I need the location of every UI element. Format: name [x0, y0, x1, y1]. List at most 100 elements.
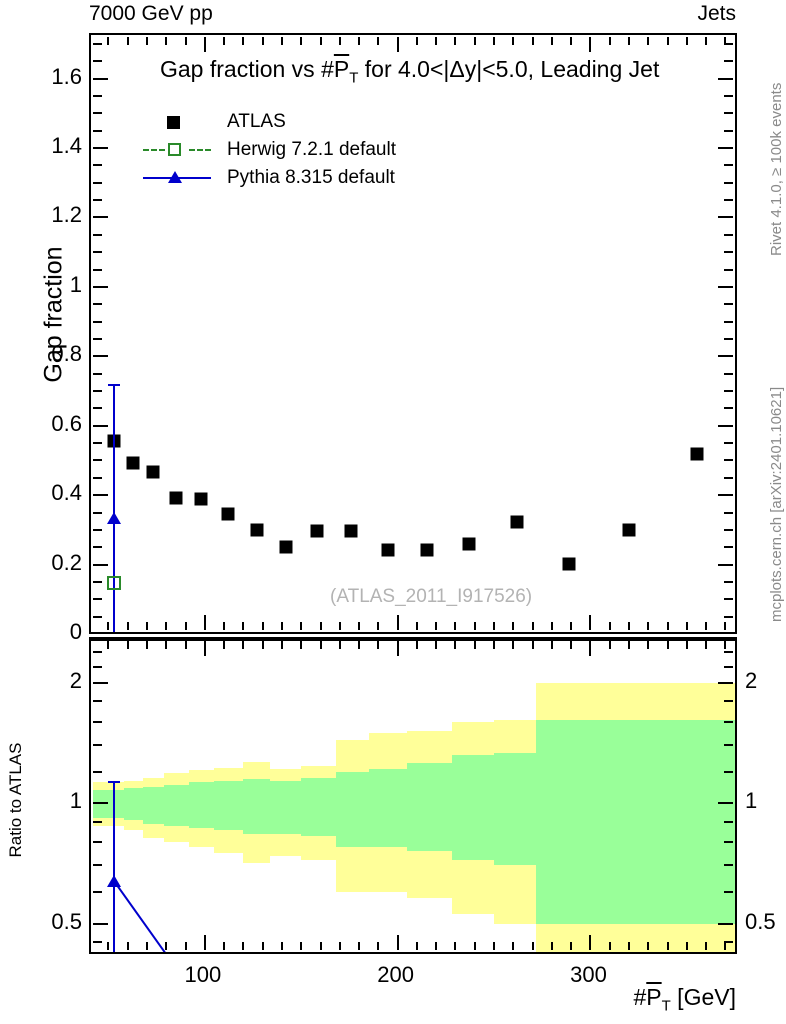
y-tick-minor [93, 199, 102, 202]
y-tick-minor [93, 129, 102, 132]
legend-label-herwig: Herwig 7.2.1 default [227, 139, 396, 160]
y-tick-major [93, 355, 108, 358]
ratio-plot-panel [89, 637, 737, 954]
data-point-pythia [107, 511, 122, 524]
ratio-x-tick-minor [261, 942, 264, 950]
ratio-reference-line [91, 639, 735, 641]
legend-item-herwig[interactable]: Herwig 7.2.1 default [143, 136, 396, 164]
y-tick-minor [724, 459, 733, 462]
ratio-y-tick-label: 0.5 [51, 908, 82, 934]
ratio-x-tick-minor [435, 641, 438, 649]
y-tick-minor [93, 268, 102, 271]
data-point-atlas [126, 456, 140, 470]
ratio-x-tick-minor [165, 641, 168, 649]
ratio-x-tick-minor [435, 942, 438, 950]
ratio-x-tick-minor [493, 641, 496, 649]
x-tick-minor [666, 622, 669, 630]
y-tick-minor [93, 112, 102, 115]
x-tick-major [396, 615, 399, 630]
ratio-x-tick-minor [415, 942, 418, 950]
y-tick-minor [93, 60, 102, 63]
y-tick-major [93, 285, 108, 288]
uncertainty-band-inner [590, 719, 668, 924]
x-tick-minor [184, 622, 187, 630]
ratio-x-tick-minor [184, 942, 187, 950]
ratio-x-tick-minor [531, 641, 534, 649]
data-point-atlas [250, 523, 264, 537]
x-tick-minor [165, 37, 168, 45]
rivet-version-annotation: Rivet 4.1.0, ≥ 100k events [768, 82, 785, 256]
main-plot-area [91, 35, 735, 632]
plot-title-pbar: P [333, 56, 350, 82]
y-tick-major [718, 424, 733, 427]
ratio-x-tick-minor [184, 641, 187, 649]
ratio-plot-area [91, 639, 735, 952]
ratio-x-tick-minor [145, 942, 148, 950]
ratio-y-tick-minor [93, 744, 102, 747]
ratio-x-tick-minor [280, 641, 283, 649]
y-tick-minor [724, 251, 733, 254]
ratio-x-tick-minor [223, 942, 226, 950]
data-point-atlas [562, 557, 576, 571]
legend-item-pythia[interactable]: Pythia 8.315 default [143, 164, 396, 192]
y-tick-minor [93, 42, 102, 45]
x-tick-major [203, 37, 206, 52]
x-tick-minor [570, 37, 573, 45]
x-tick-minor [628, 622, 631, 630]
y-tick-minor [724, 199, 733, 202]
y-tick-minor [93, 164, 102, 167]
header-category-label: Jets [697, 2, 736, 25]
x-tick-minor [454, 37, 457, 45]
x-tick-minor [435, 622, 438, 630]
ratio-x-tick-minor [628, 942, 631, 950]
ratio-y-tick-minor [724, 700, 733, 703]
ratio-x-tick-minor [300, 942, 303, 950]
dashed-line-icon [143, 149, 165, 153]
y-tick-minor [93, 476, 102, 479]
x-tick-minor [666, 37, 669, 45]
plot-title: Gap fraction vs #PT for 4.0<|Δy|<5.0, Le… [160, 56, 659, 87]
y-tick-minor [724, 407, 733, 410]
y-tick-minor [93, 251, 102, 254]
ratio-x-tick-major [203, 935, 206, 950]
ratio-x-tick-minor [512, 641, 515, 649]
legend-item-atlas[interactable]: ATLAS [143, 108, 396, 136]
filled-square-icon [167, 116, 180, 129]
y-tick-major [93, 424, 108, 427]
ratio-x-tick-major [396, 935, 399, 950]
ratio-x-tick-minor [512, 942, 515, 950]
x-tick-minor [126, 622, 129, 630]
x-axis-title: #PT [GeV] [633, 984, 736, 1015]
data-point-atlas [194, 492, 208, 506]
ratio-y-tick-minor [93, 665, 102, 668]
y-tick-minor [724, 164, 733, 167]
ratio-y-tick-minor [724, 720, 733, 723]
ratio-y-tick-minor [724, 665, 733, 668]
uncertainty-band-inner [368, 768, 408, 847]
ratio-x-tick-minor [358, 641, 361, 649]
ratio-y-tick-minor [93, 820, 102, 823]
y-tick-label-main: 1.2 [51, 202, 82, 228]
uncertainty-band-inner [407, 763, 452, 852]
y-tick-minor [93, 494, 102, 497]
ratio-x-tick-minor [454, 641, 457, 649]
x-tick-minor [126, 37, 129, 45]
x-tick-minor [550, 37, 553, 45]
y-tick-major [93, 77, 108, 80]
ratio-x-tick-minor [570, 942, 573, 950]
mcplots-reference-annotation: mcplots.cern.ch [arXiv:2401.10621] [768, 386, 785, 622]
y-tick-major [93, 147, 108, 150]
y-tick-minor [724, 546, 733, 549]
ratio-x-tick-minor [300, 641, 303, 649]
ratio-x-tick-minor [377, 641, 380, 649]
x-tick-major [589, 615, 592, 630]
ratio-x-tick-minor [608, 641, 611, 649]
uncertainty-band-inner [451, 755, 495, 861]
ratio-x-tick-minor [724, 942, 727, 950]
ratio-x-tick-minor [319, 942, 322, 950]
ratio-y-tick-label: 2 [69, 668, 82, 694]
triangle-icon [168, 171, 182, 183]
y-tick-major [718, 285, 733, 288]
main-plot-panel [89, 33, 737, 634]
x-tick-minor [415, 622, 418, 630]
